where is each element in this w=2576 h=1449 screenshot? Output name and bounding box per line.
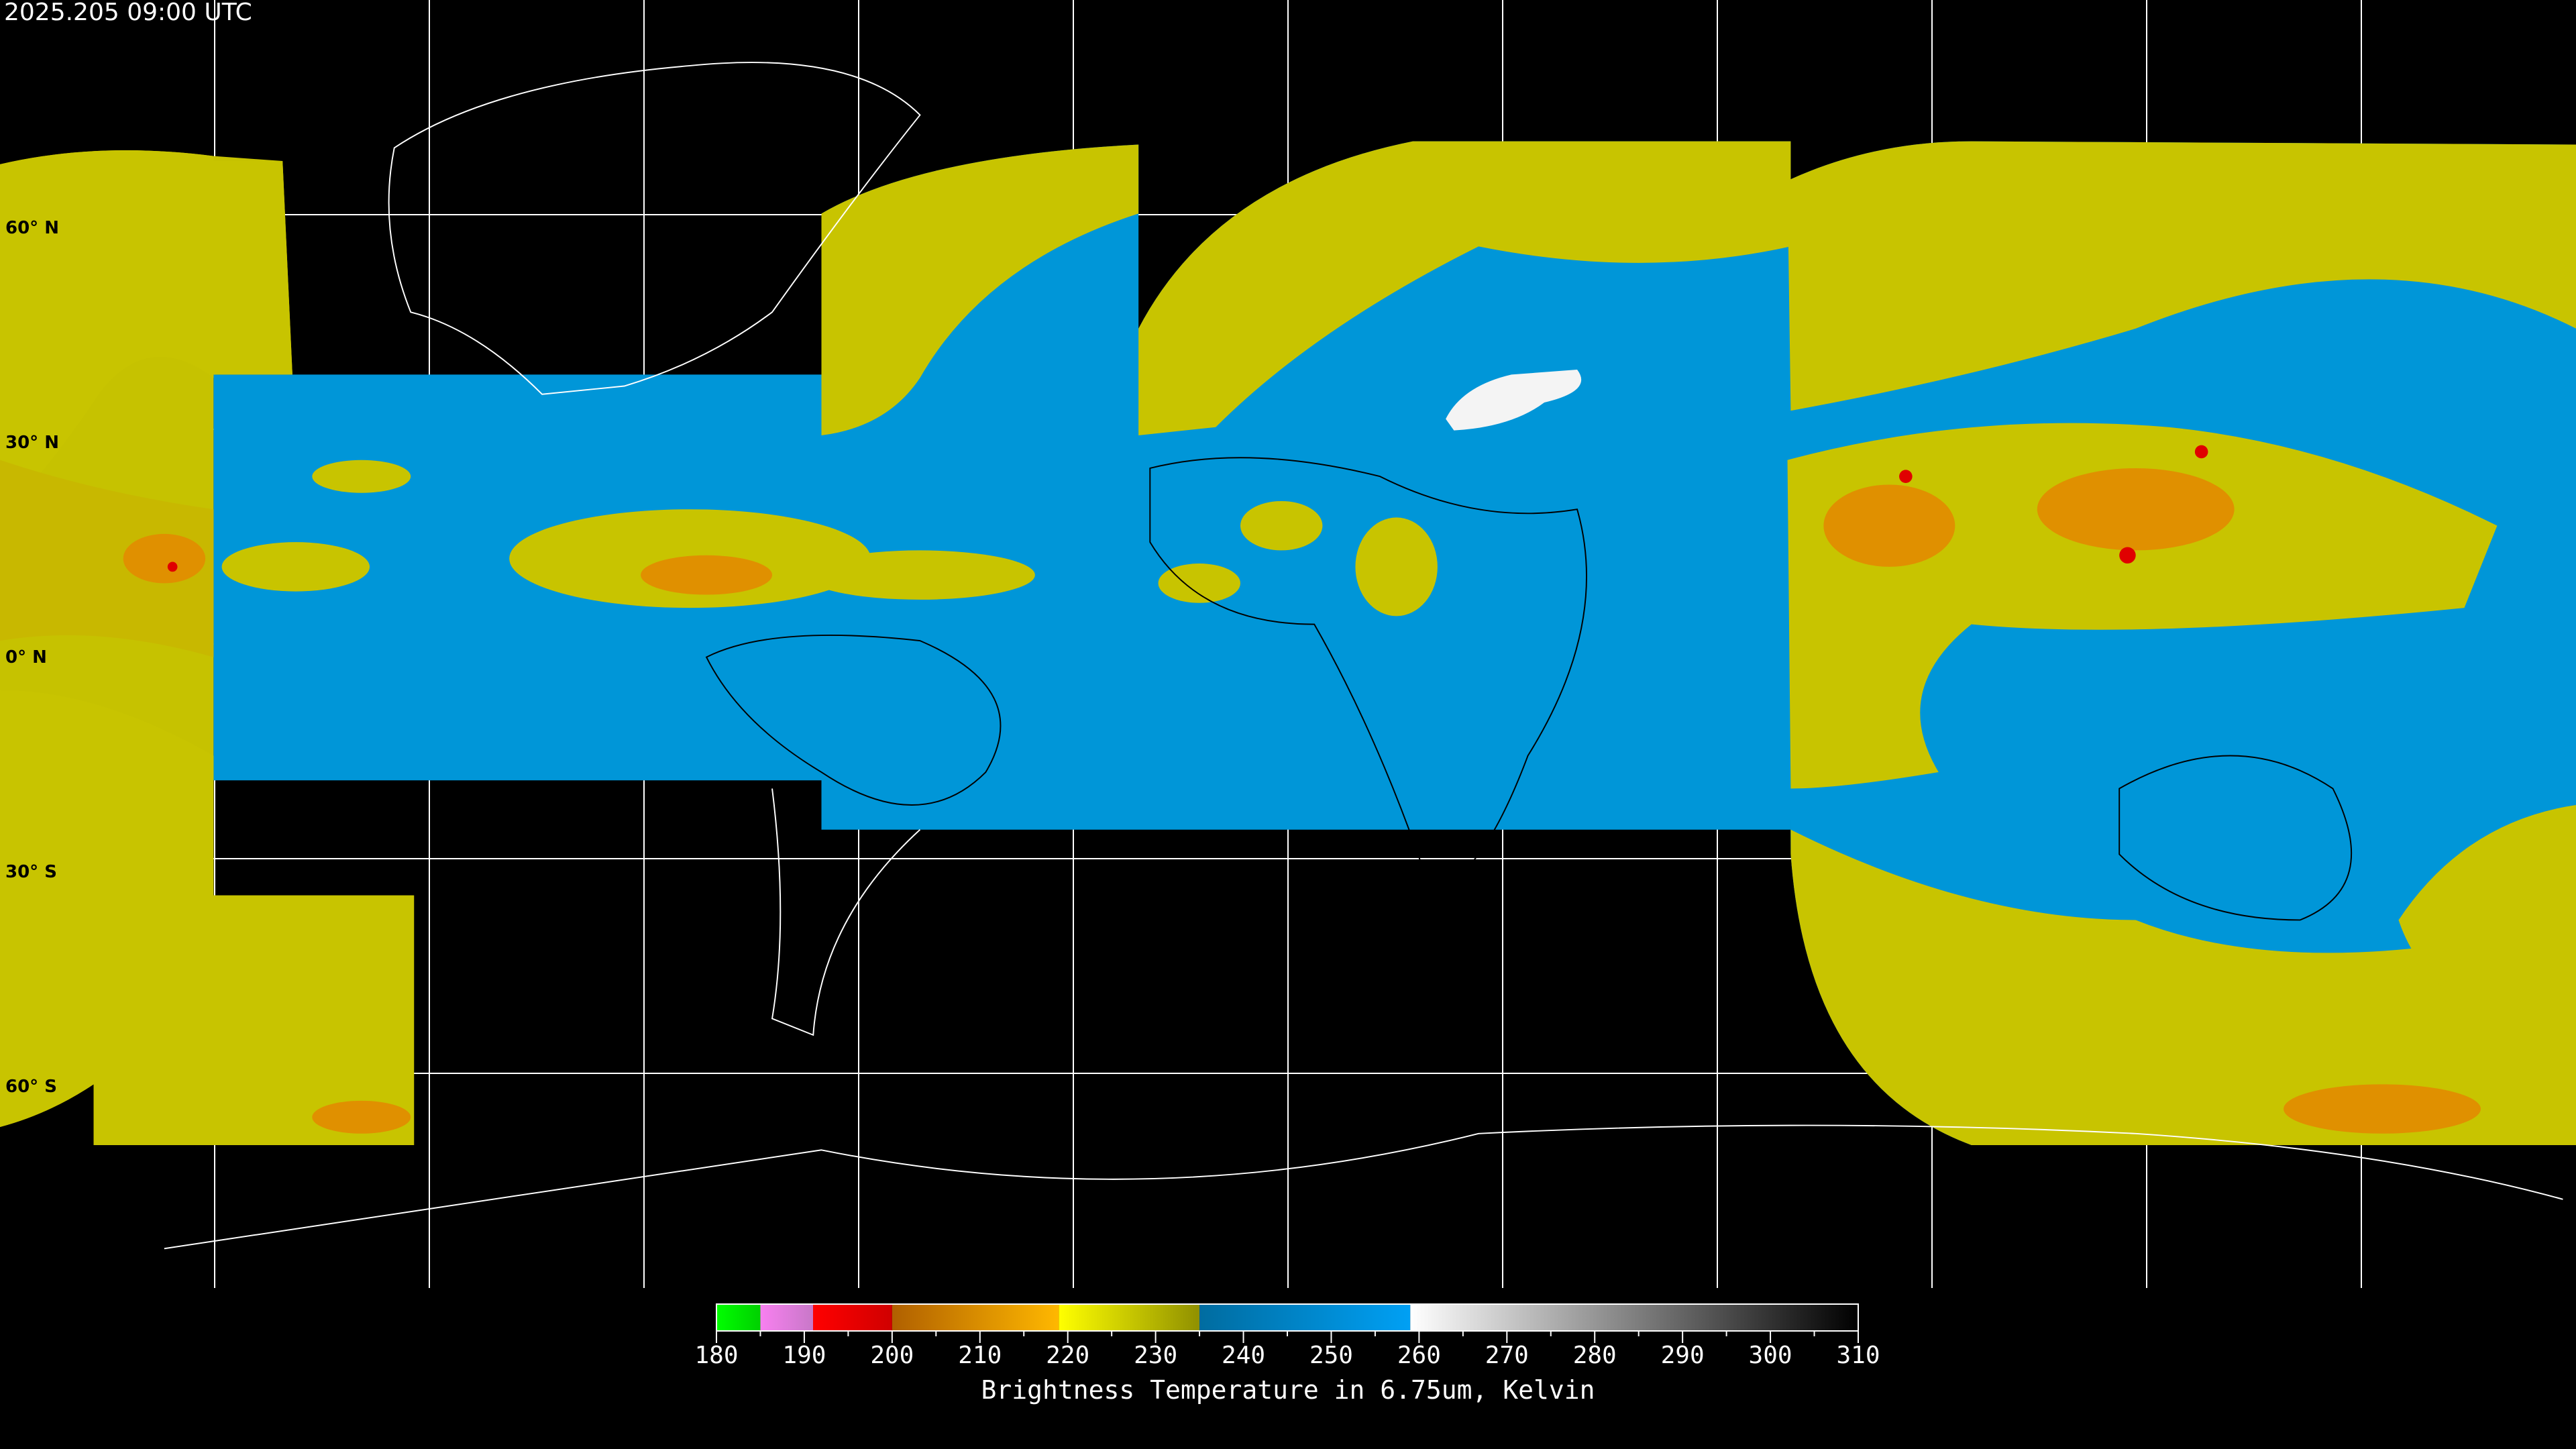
colorbar-segment (1410, 1304, 1858, 1331)
latitude-labels: 60° N 30° N 0° N 30° S 60° S (5, 218, 59, 1097)
colorbar-segment (892, 1304, 1059, 1331)
colorbar: 180 190 200 210 220 230 240 250 260 270 280 290 300 3… (694, 1303, 1880, 1369)
colorbar-tick-label: 280 (1573, 1342, 1617, 1369)
colorbar-tick-label: 200 (870, 1342, 914, 1369)
latitude-label: 30° N (5, 433, 59, 453)
imagery-tropical-band (213, 141, 1791, 830)
convective-cores (123, 468, 2481, 1134)
dry-patch (1446, 370, 1582, 431)
colorbar-tick-label: 260 (1397, 1342, 1441, 1369)
latitude-label: 60° N (5, 218, 59, 238)
latitude-label: 0° N (5, 647, 47, 667)
colorbar-tick-label: 310 (1836, 1342, 1880, 1369)
coldest-cloud-tops (167, 445, 2208, 572)
colorbar-tick-label: 290 (1661, 1342, 1705, 1369)
colorbar-segment (813, 1304, 892, 1331)
timestamp-label: 2025.205 09:00 UTC (4, 0, 252, 26)
colorbar-tick-label: 180 (694, 1342, 738, 1369)
colorbar-tick-label: 240 (1222, 1342, 1265, 1369)
colorbar-segment (1199, 1304, 1411, 1331)
colorbar-tick-label: 270 (1485, 1342, 1529, 1369)
colorbar-segment (760, 1304, 814, 1331)
latitude-label: 30° S (5, 862, 57, 882)
colorbar-title: Brightness Temperature in 6.75um, Kelvin (981, 1375, 1595, 1405)
colorbar-tick-label: 190 (782, 1342, 826, 1369)
colorbar-tick-label: 220 (1046, 1342, 1089, 1369)
colorbar-segment (1059, 1304, 1200, 1331)
colorbar-tick-label: 250 (1309, 1342, 1353, 1369)
imagery-layer (0, 62, 2576, 1250)
latitude-label: 60° S (5, 1077, 57, 1097)
imagery-east-hemisphere (1787, 141, 2576, 1145)
colorbar-tick-label: 300 (1749, 1342, 1792, 1369)
colorbar-tick-label: 210 (958, 1342, 1002, 1369)
coastlines (164, 62, 2563, 1250)
colorbar-tick-label: 230 (1134, 1342, 1177, 1369)
colorbar-segment (716, 1304, 761, 1331)
